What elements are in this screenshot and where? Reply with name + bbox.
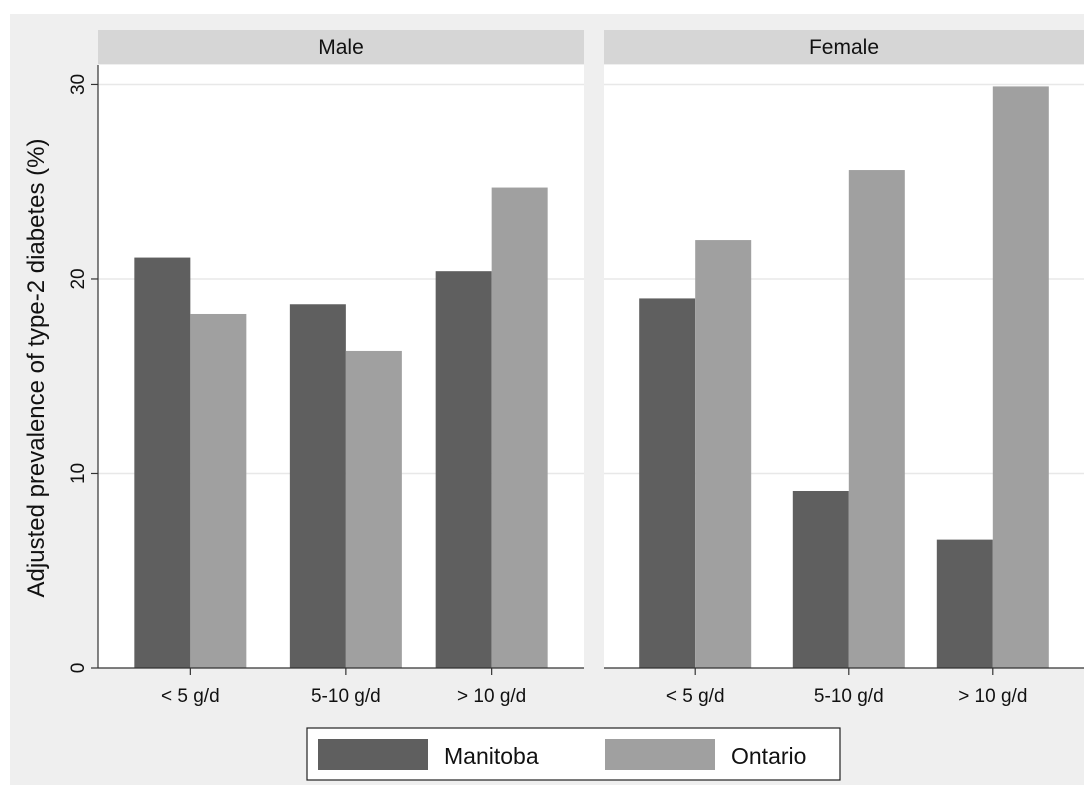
legend-label-ontario: Ontario <box>731 743 806 769</box>
bar-manitoba <box>134 257 191 668</box>
bar-manitoba <box>792 490 849 668</box>
panel-title: Female <box>809 36 879 59</box>
legend-swatch-ontario <box>605 739 715 770</box>
bar-ontario <box>190 313 247 668</box>
x-tick-label: > 10 g/d <box>958 686 1027 707</box>
y-tick-label: 10 <box>68 463 89 484</box>
x-tick-label: 5-10 g/d <box>814 686 884 707</box>
y-tick-label: 20 <box>68 268 89 289</box>
legend: Manitoba Ontario <box>306 727 841 781</box>
legend-swatch-manitoba <box>318 739 428 770</box>
bar-ontario <box>695 240 752 668</box>
panel-header <box>604 30 1084 64</box>
x-tick-label: > 10 g/d <box>457 686 526 707</box>
panel-title: Male <box>318 36 364 59</box>
bar-ontario <box>491 187 548 668</box>
bar-ontario <box>345 350 402 668</box>
x-tick-label: < 5 g/d <box>161 686 220 707</box>
bar-ontario <box>848 170 905 669</box>
y-tick-label: 0 <box>68 663 89 674</box>
x-tick-label: 5-10 g/d <box>311 686 381 707</box>
bar-manitoba <box>435 271 492 668</box>
bar-manitoba <box>936 539 993 668</box>
panel-male: Male < 5 g/d 5-10 g/d > 10 g/d <box>98 30 584 707</box>
panel-female: Female < 5 g/d 5-10 g/d > 10 g/d <box>604 30 1084 707</box>
legend-label-manitoba: Manitoba <box>444 743 539 769</box>
bar-manitoba <box>639 298 696 668</box>
bar-manitoba <box>289 304 346 668</box>
x-tick-label: < 5 g/d <box>666 686 725 707</box>
y-tick-label: 30 <box>68 74 89 95</box>
panel-header <box>98 30 584 64</box>
y-axis-title: Adjusted prevalence of type-2 diabetes (… <box>23 139 50 598</box>
bar-ontario <box>992 86 1049 668</box>
